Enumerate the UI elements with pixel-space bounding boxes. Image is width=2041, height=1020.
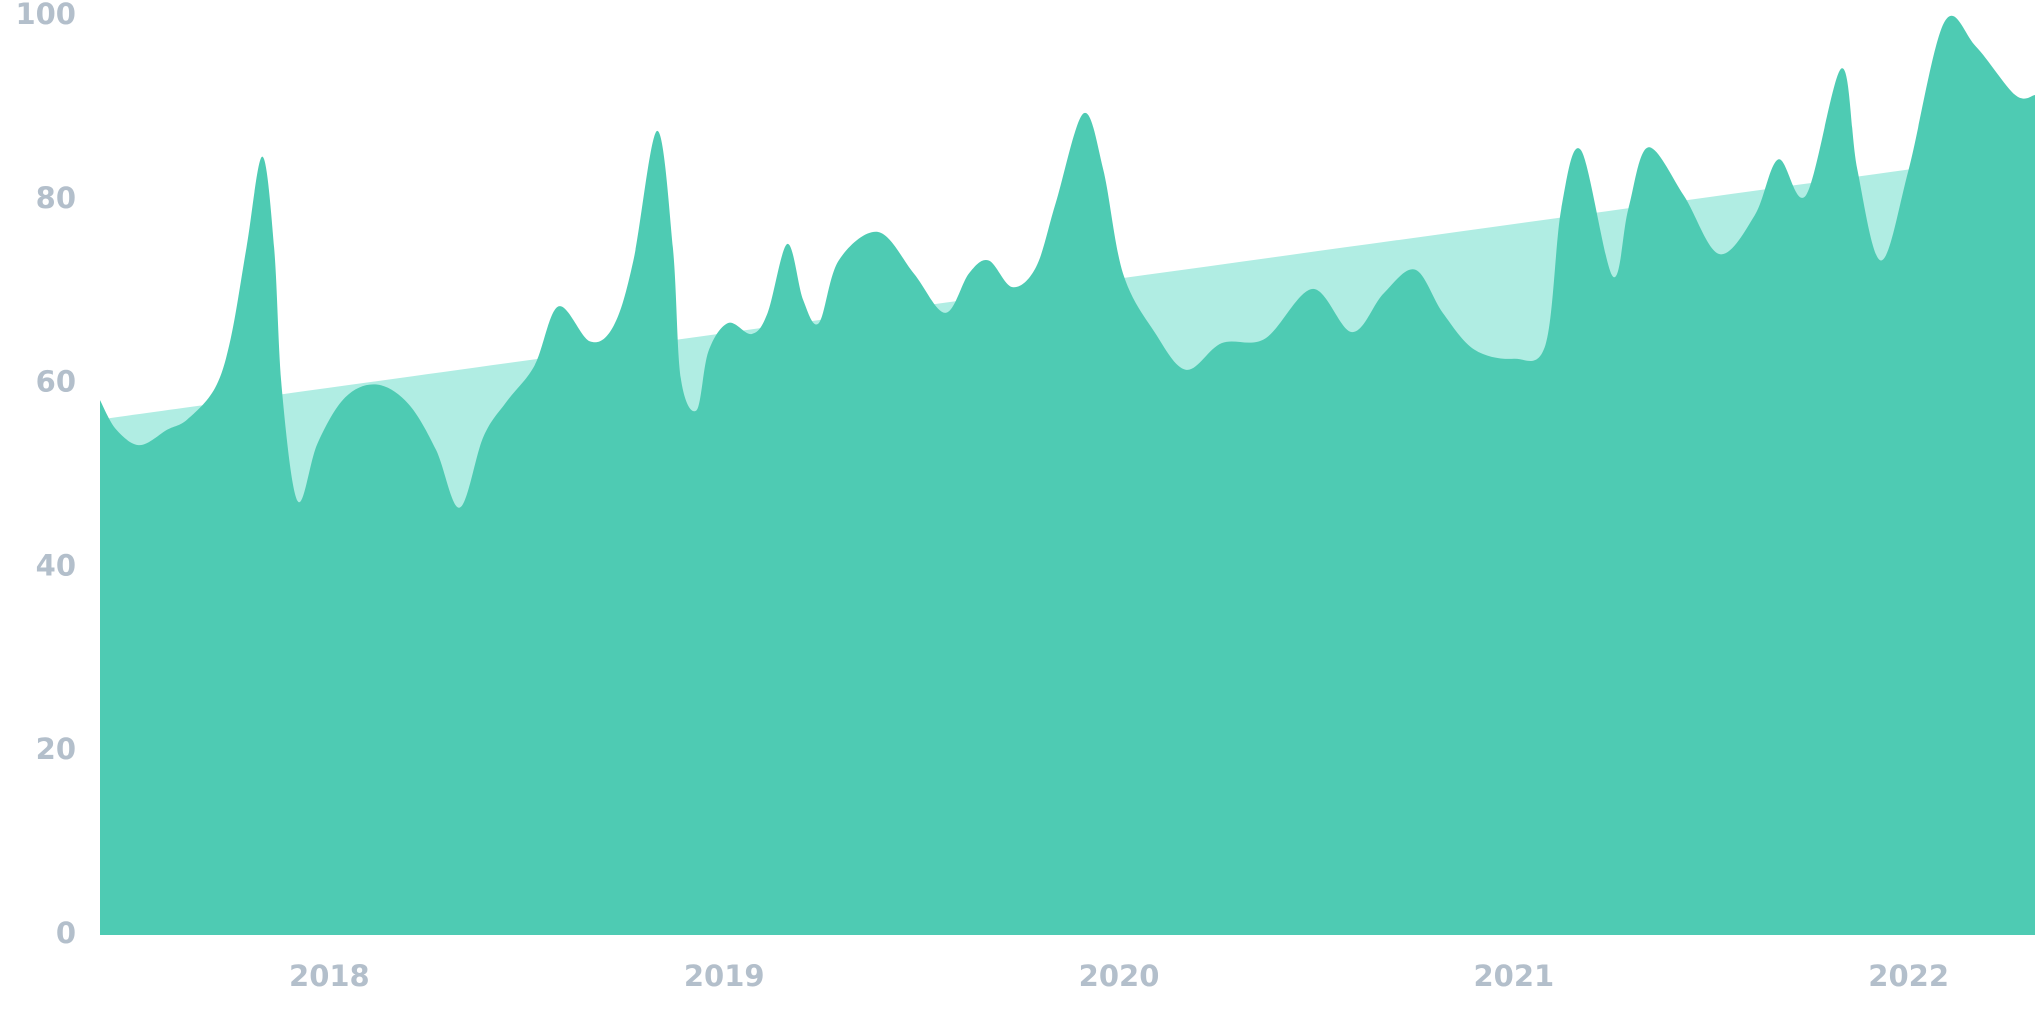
x-tick-label: 2018 — [289, 959, 370, 993]
y-tick-label: 0 — [56, 916, 76, 950]
y-tick-label: 20 — [36, 732, 76, 766]
x-tick-label: 2019 — [684, 959, 765, 993]
x-tick-label: 2022 — [1868, 959, 1949, 993]
y-tick-label: 60 — [36, 365, 76, 399]
x-tick-label: 2020 — [1079, 959, 1160, 993]
area — [100, 15, 2035, 935]
y-tick-label: 100 — [15, 0, 76, 31]
x-tick-label: 2021 — [1473, 959, 1554, 993]
y-tick-label: 80 — [36, 181, 76, 215]
y-tick-label: 40 — [36, 548, 76, 582]
